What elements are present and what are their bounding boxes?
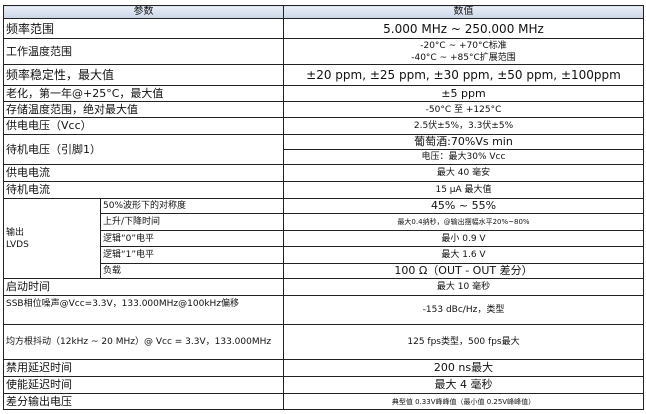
table-row: 使能延迟时间 最大 4 毫秒	[3, 376, 644, 394]
table-row: 输出 LVDS 50%波形下的对称度 45% ~ 55%	[3, 198, 644, 279]
value-cell: 最小 0.9 V	[283, 230, 644, 247]
value-cell: 2.5伏±5%，3.3伏±5%	[283, 117, 644, 135]
param-cell: SSB相位噪声@Vcc=3.3V，133.000MHz@100kHz偏移	[3, 295, 284, 325]
param-cell: 老化，第一年@+25°C，最大值	[3, 85, 284, 102]
param-cell: 待机电压（引脚1）	[3, 134, 284, 165]
output-label: 输出	[6, 227, 25, 238]
value-cell: 45% ~ 55%	[283, 198, 644, 214]
param-cell: 启动时间	[3, 278, 284, 296]
value-cell: 最大0.4纳秒，@输出摆幅水平20%~80%	[283, 213, 644, 231]
value-cell: 125 fps类型，500 fps最大	[283, 324, 644, 360]
param-cell: 待机电流	[3, 181, 284, 199]
output-group-label: 输出 LVDS	[3, 198, 101, 279]
param-cell: 负载	[100, 263, 284, 279]
param-cell: 频率稳定性，最大值	[3, 64, 284, 86]
table-row: 频率范围 5.000 MHz ~ 250.000 MHz	[3, 18, 644, 39]
table-row: 禁用延迟时间 200 ns最大	[3, 359, 644, 377]
value-cell: ±5 ppm	[283, 85, 644, 102]
value-cell: 200 ns最大	[283, 359, 644, 377]
param-cell: 频率范围	[3, 18, 284, 39]
value-cell: 100 Ω（OUT - OUT 差分）	[283, 263, 644, 279]
table-row: 老化，第一年@+25°C，最大值 ±5 ppm	[3, 85, 644, 102]
value-cell: 最大 4 毫秒	[283, 376, 644, 394]
value-cell: -50°C 至 +125°C	[283, 101, 644, 118]
value-line: -40°C ~ +85°C扩展范围	[411, 52, 516, 63]
value-cell: -20°C ~ +70°C标准 -40°C ~ +85°C扩展范围	[283, 38, 644, 65]
table-row: 存储温度范围，绝对最大值 -50°C 至 +125°C	[3, 101, 644, 118]
table-row: 供电电压（Vcc） 2.5伏±5%，3.3伏±5%	[3, 117, 644, 135]
table-row: 逻辑“0”电平 最小 0.9 V	[4, 230, 644, 247]
header-value: 数值	[283, 5, 644, 19]
table-row: 启动时间 最大 10 毫秒	[3, 278, 644, 296]
value-cell: -153 dBc/Hz，类型	[283, 295, 644, 325]
header-param: 参数	[3, 5, 284, 19]
value-cell: 最大 40 毫安	[283, 164, 644, 182]
table-row: 负载 100 Ω（OUT - OUT 差分）	[4, 263, 644, 279]
param-cell: 逻辑“1”电平	[100, 246, 284, 264]
table-row: SSB相位噪声@Vcc=3.3V，133.000MHz@100kHz偏移 -15…	[3, 295, 644, 325]
table-row: 工作温度范围 -20°C ~ +70°C标准 -40°C ~ +85°C扩展范围	[3, 38, 644, 65]
table-row: 待机电流 15 µA 最大值	[3, 181, 644, 199]
table-row: 待机电压（引脚1） 葡萄酒:70%Vs min	[3, 134, 644, 165]
param-cell: 禁用延迟时间	[3, 359, 284, 377]
param-cell: 上升/下降时间	[100, 213, 284, 231]
table-row: 均方根抖动（12kHz ~ 20 MHz）@ Vcc = 3.3V，133.00…	[3, 324, 644, 360]
value-line: -20°C ~ +70°C标准	[420, 40, 507, 51]
param-cell: 逻辑“0”电平	[100, 230, 284, 247]
param-cell: 使能延迟时间	[3, 376, 284, 394]
param-cell: 均方根抖动（12kHz ~ 20 MHz）@ Vcc = 3.3V，133.00…	[3, 324, 284, 360]
param-cell: 工作温度范围	[3, 38, 284, 65]
value-cell: ±20 ppm, ±25 ppm, ±30 ppm, ±50 ppm, ±100…	[283, 64, 644, 86]
table-row: 上升/下降时间 最大0.4纳秒，@输出摆幅水平20%~80%	[4, 213, 644, 231]
header-row: 参数 数值	[3, 5, 644, 19]
table-row: 频率稳定性，最大值 ±20 ppm, ±25 ppm, ±30 ppm, ±50…	[3, 64, 644, 86]
value-cell: 葡萄酒:70%Vs min	[283, 134, 644, 150]
param-cell: 供电电压（Vcc）	[3, 117, 284, 135]
value-cell: 典型值 0.33V峰峰值（最小值 0.25V峰峰值）	[283, 393, 644, 410]
output-type-label: LVDS	[6, 239, 29, 250]
value-cell: 15 µA 最大值	[283, 181, 644, 199]
value-cell: 电压：最大30% Vcc	[283, 149, 644, 165]
value-cell: 5.000 MHz ~ 250.000 MHz	[283, 18, 644, 39]
param-cell: 存储温度范围，绝对最大值	[3, 101, 284, 118]
spec-table: 参数 数值 频率范围 5.000 MHz ~ 250.000 MHz 工作温度范…	[3, 5, 644, 410]
param-cell: 差分输出电压	[3, 393, 284, 410]
value-cell: 最大 10 毫秒	[283, 278, 644, 296]
param-cell: 50%波形下的对称度	[100, 198, 284, 214]
param-cell: 供电电流	[3, 164, 284, 182]
value-cell: 最大 1.6 V	[283, 246, 644, 264]
table-row: 差分输出电压 典型值 0.33V峰峰值（最小值 0.25V峰峰值）	[3, 393, 644, 410]
table-row: 供电电流 最大 40 毫安	[3, 164, 644, 182]
